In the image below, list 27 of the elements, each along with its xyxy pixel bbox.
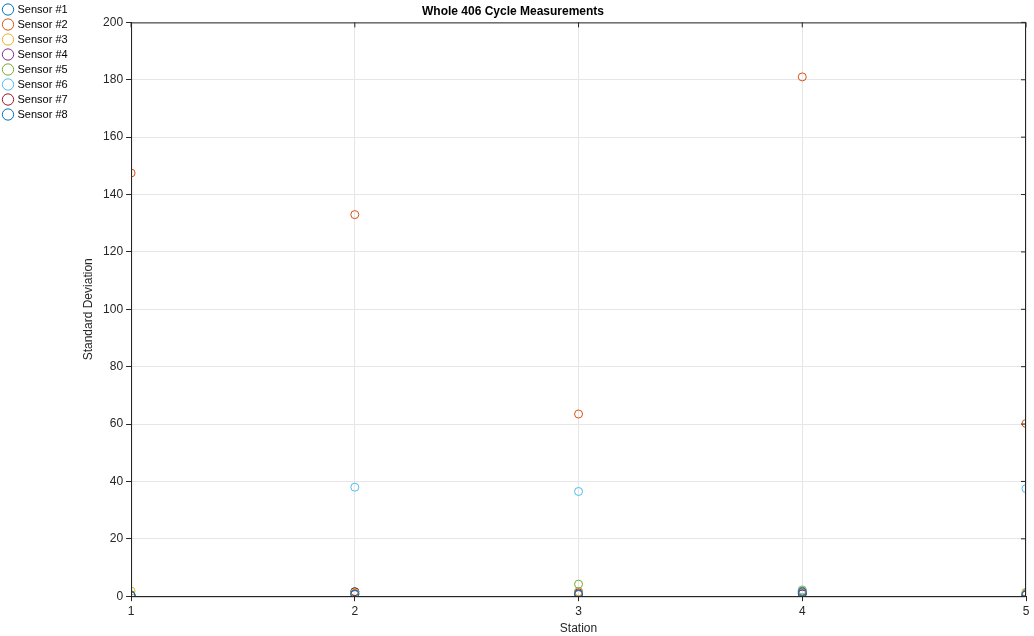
x-tick-label: 4 (798, 603, 806, 618)
chart-title: Whole 406 Cycle Measurements (421, 3, 605, 18)
y-tick-label: 120 (103, 244, 124, 259)
y-tick-label: 0 (116, 588, 124, 603)
y-tick-label: 60 (109, 416, 124, 431)
x-tick-label: 1 (127, 603, 135, 618)
legend-label: Sensor #7 (17, 92, 68, 105)
legend-label: Sensor #8 (17, 107, 68, 120)
y-tick-label: 100 (103, 301, 124, 316)
legend-label: Sensor #5 (17, 62, 68, 75)
y-tick-label: 80 (109, 358, 124, 373)
legend-label: Sensor #3 (17, 32, 68, 45)
x-tick-label: 5 (1022, 603, 1030, 618)
y-tick-label: 180 (103, 72, 124, 87)
x-axis-title: Station (559, 621, 598, 636)
legend-label: Sensor #6 (17, 77, 68, 90)
x-tick-label: 3 (575, 603, 583, 618)
legend-label: Sensor #2 (17, 17, 68, 30)
y-tick-label: 40 (109, 473, 124, 488)
x-tick-label: 2 (351, 603, 359, 618)
legend-label: Sensor #4 (17, 47, 68, 60)
y-axis-title: Standard Deviation (81, 258, 96, 361)
y-tick-label: 140 (103, 186, 124, 201)
y-tick-label: 200 (103, 14, 124, 29)
y-tick-label: 160 (103, 129, 124, 144)
y-tick-label: 20 (109, 531, 124, 546)
legend-label: Sensor #1 (17, 2, 68, 15)
